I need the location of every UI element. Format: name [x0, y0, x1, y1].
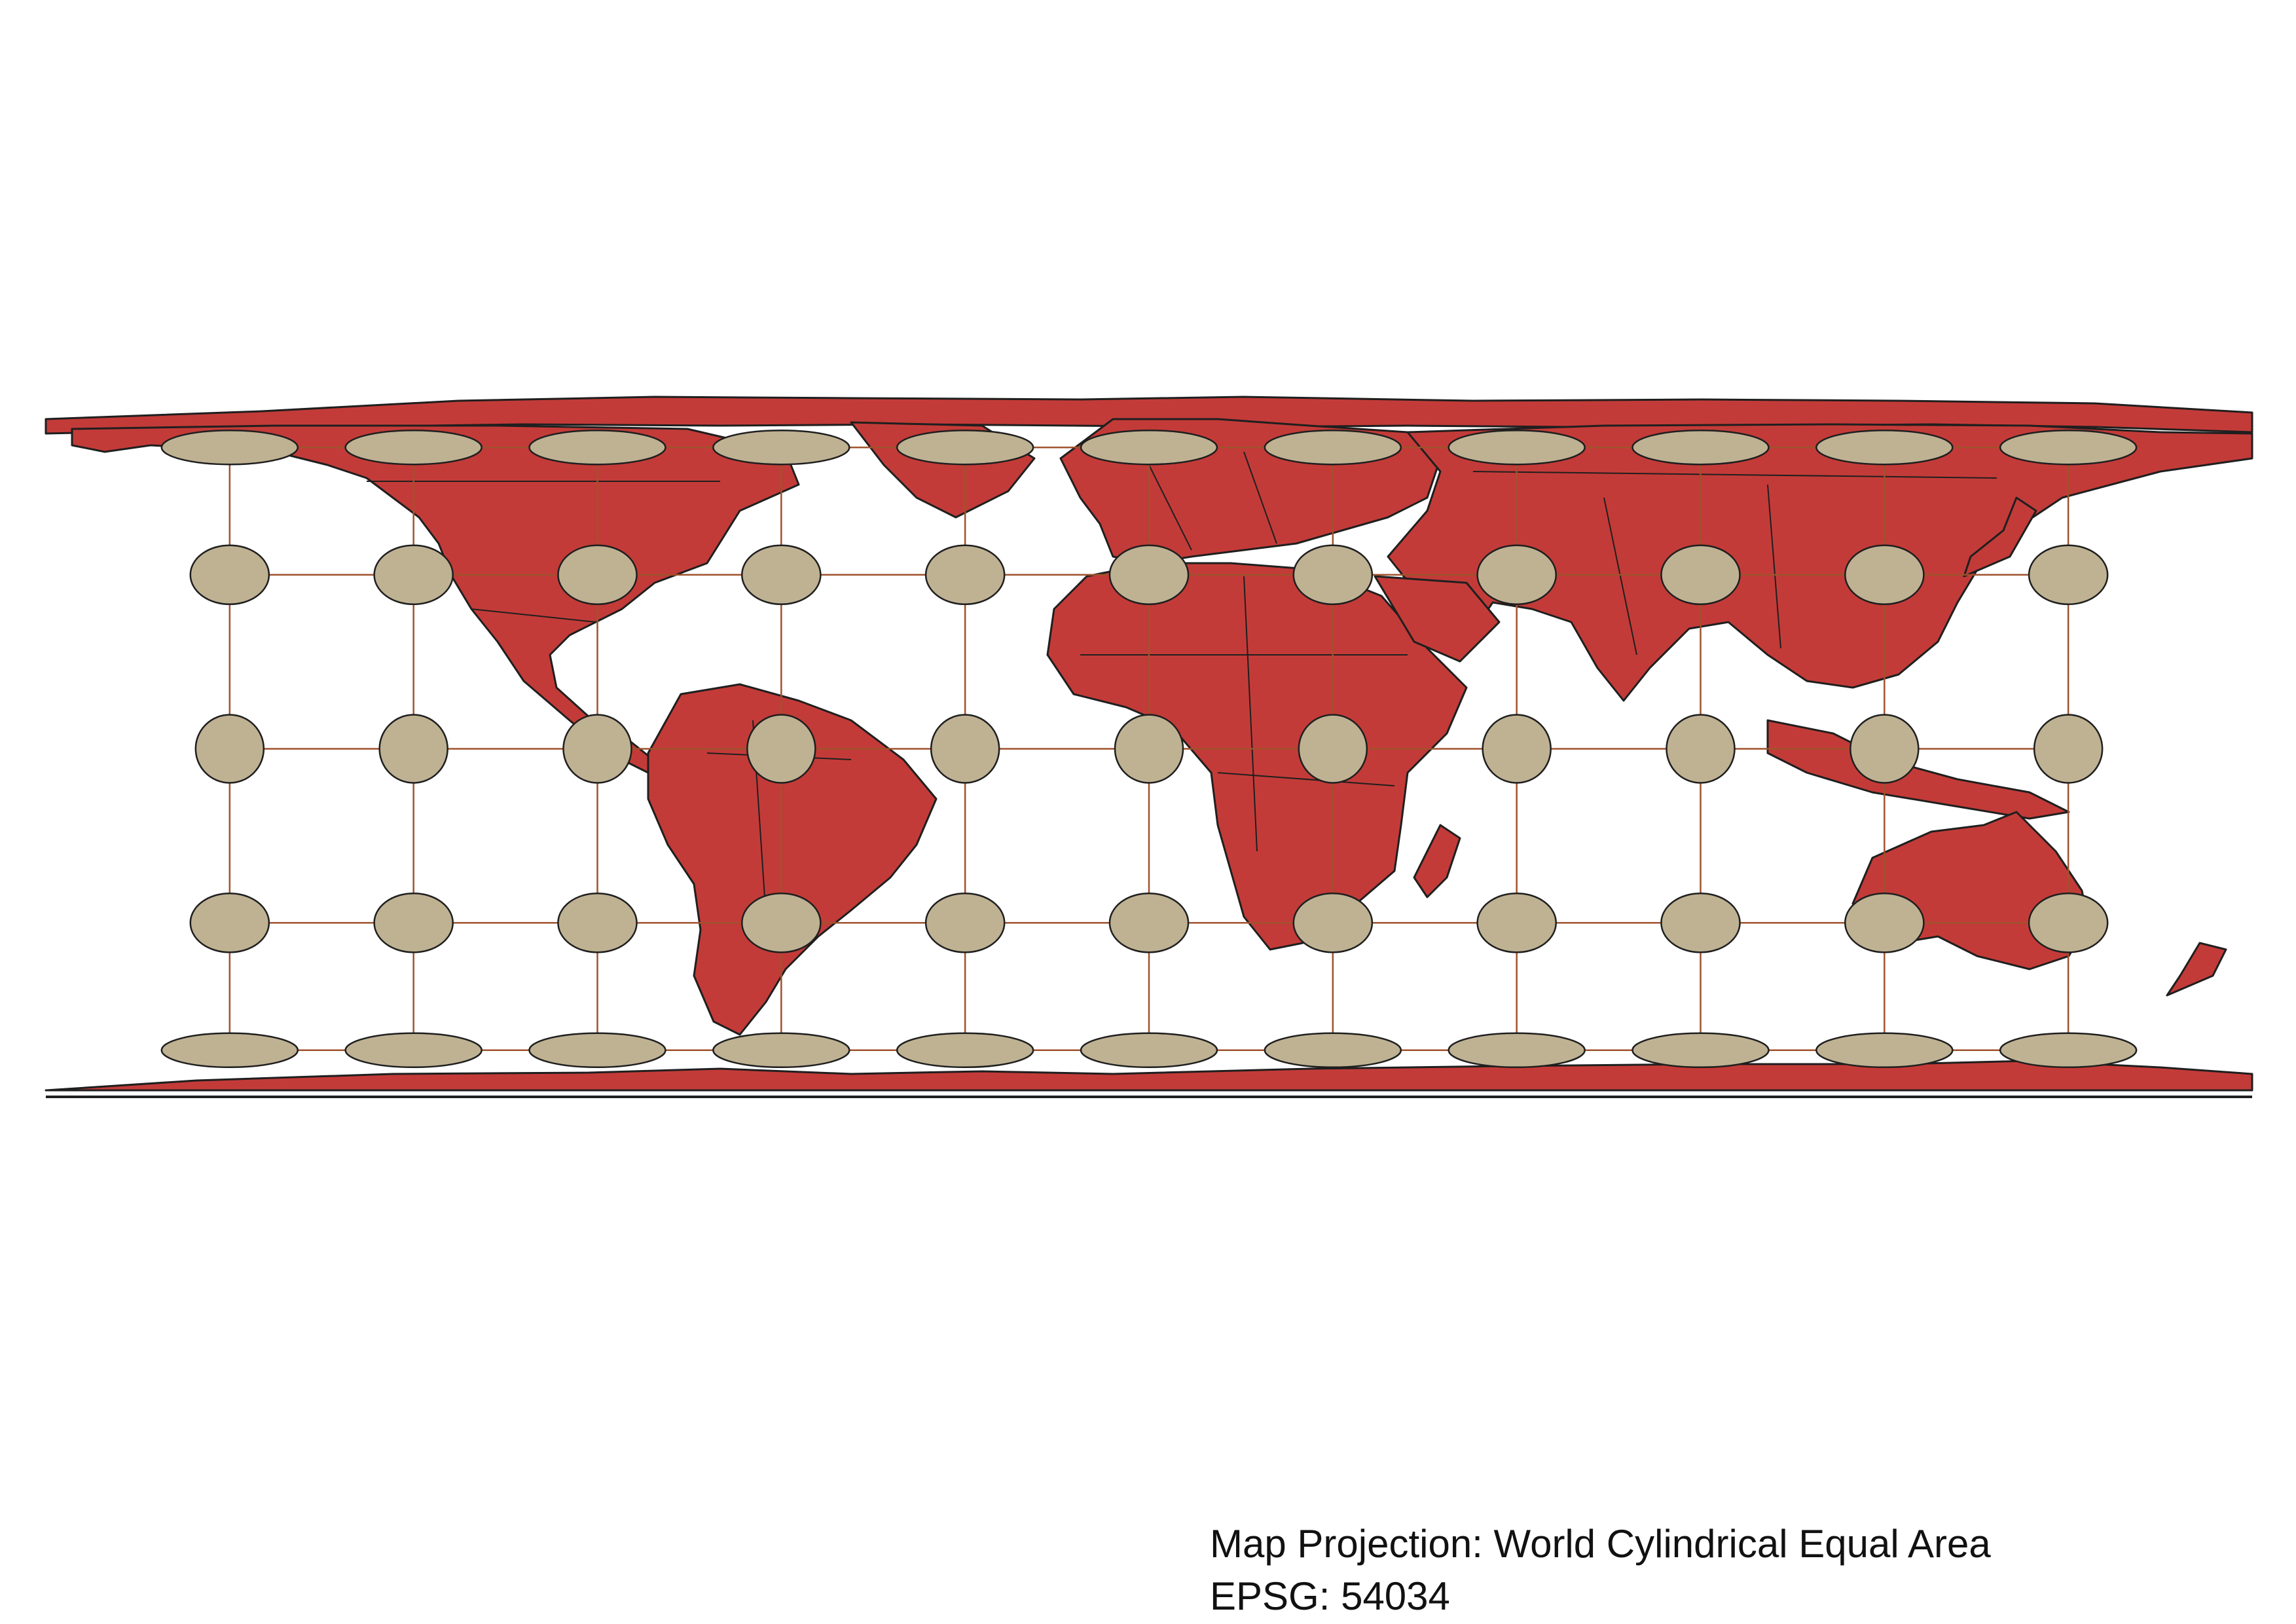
- tissot-indicatrix-ellipse: [1999, 1032, 2138, 1069]
- tissot-indicatrix-ellipse: [528, 1032, 666, 1069]
- tissot-indicatrix-ellipse: [378, 714, 448, 784]
- tissot-indicatrix-ellipse: [1108, 544, 1190, 606]
- tissot-indicatrix-ellipse: [1660, 892, 1741, 953]
- tissot-indicatrix-ellipse: [1448, 1032, 1586, 1069]
- tissot-indicatrix-ellipse: [741, 544, 822, 606]
- tissot-indicatrix-ellipse: [557, 892, 638, 953]
- border-asia-2: [1603, 497, 1637, 655]
- border-asia-1: [1472, 471, 1997, 479]
- land-madagascar: [1413, 824, 1461, 898]
- tissot-indicatrix-ellipse: [1631, 429, 1770, 466]
- tissot-indicatrix-ellipse: [1844, 892, 1925, 953]
- border-usa-mexico: [471, 608, 596, 623]
- tissot-indicatrix-ellipse: [557, 544, 638, 606]
- tissot-indicatrix-ellipse: [1448, 429, 1586, 466]
- border-africa-2: [1243, 576, 1258, 852]
- tissot-indicatrix-ellipse: [1298, 714, 1368, 784]
- land-south-america: [647, 683, 938, 1036]
- border-europe-2: [1243, 451, 1277, 544]
- tissot-indicatrix-ellipse: [1844, 544, 1925, 606]
- tissot-indicatrix-ellipse: [1114, 714, 1184, 784]
- border-europe-1: [1145, 458, 1192, 551]
- tissot-indicatrix-ellipse: [930, 714, 1000, 784]
- tissot-indicatrix-ellipse: [1264, 1032, 1402, 1069]
- tissot-indicatrix-ellipse: [1476, 544, 1557, 606]
- tissot-indicatrix-ellipse: [1264, 429, 1402, 466]
- tissot-indicatrix-ellipse: [1080, 1032, 1218, 1069]
- land-new-zealand: [2166, 942, 2227, 997]
- tissot-indicatrix-layer: [160, 429, 2138, 1069]
- tissot-indicatrix-ellipse: [1476, 892, 1557, 953]
- tissot-indicatrix-ellipse: [562, 714, 632, 784]
- tissot-indicatrix-ellipse: [1292, 892, 1374, 953]
- tissot-indicatrix-ellipse: [528, 429, 666, 466]
- tissot-indicatrix-ellipse: [896, 429, 1034, 466]
- tissot-indicatrix-ellipse: [1108, 892, 1190, 953]
- tissot-indicatrix-ellipse: [2033, 714, 2104, 784]
- tissot-indicatrix-ellipse: [160, 429, 299, 466]
- tissot-indicatrix-ellipse: [189, 892, 270, 953]
- land-layer: [45, 396, 2253, 1092]
- tissot-indicatrix-ellipse: [373, 544, 454, 606]
- tissot-indicatrix-ellipse: [1080, 429, 1218, 466]
- tissot-indicatrix-ellipse: [712, 1032, 850, 1069]
- tissot-indicatrix-ellipse: [344, 429, 483, 466]
- projection-caption: Map Projection: World Cylindrical Equal …: [1210, 1522, 1991, 1566]
- map-caption: Map Projection: World Cylindrical Equal …: [1210, 1518, 1991, 1623]
- tissot-indicatrix-ellipse: [924, 892, 1006, 953]
- tissot-indicatrix-ellipse: [1999, 429, 2138, 466]
- tissot-indicatrix-ellipse: [1815, 429, 1954, 466]
- tissot-indicatrix-ellipse: [1815, 1032, 1954, 1069]
- tissot-indicatrix-ellipse: [194, 714, 265, 784]
- border-africa-3: [1217, 772, 1395, 786]
- tissot-indicatrix-ellipse: [2028, 544, 2109, 606]
- tissot-indicatrix-ellipse: [1666, 714, 1736, 784]
- tissot-indicatrix-ellipse: [746, 714, 816, 784]
- tissot-indicatrix-ellipse: [1631, 1032, 1770, 1069]
- land-japan: [1963, 496, 2037, 578]
- tissot-indicatrix-ellipse: [373, 892, 454, 953]
- tissot-indicatrix-ellipse: [924, 544, 1006, 606]
- tissot-indicatrix-ellipse: [344, 1032, 483, 1069]
- tissot-indicatrix-ellipse: [2028, 892, 2109, 953]
- tissot-indicatrix-ellipse: [189, 544, 270, 606]
- tissot-indicatrix-ellipse: [712, 429, 850, 466]
- tissot-indicatrix-ellipse: [1850, 714, 1920, 784]
- border-asia-3: [1767, 484, 1781, 649]
- tissot-indicatrix-ellipse: [160, 1032, 299, 1069]
- epsg-caption: EPSG: 54034: [1210, 1574, 1450, 1618]
- tissot-indicatrix-ellipse: [741, 892, 822, 953]
- tissot-indicatrix-ellipse: [896, 1032, 1034, 1069]
- tissot-indicatrix-ellipse: [1660, 544, 1741, 606]
- tissot-indicatrix-ellipse: [1482, 714, 1552, 784]
- land-arabia: [1374, 575, 1501, 663]
- land-antarctica: [45, 1060, 2253, 1092]
- country-borders: [367, 451, 1997, 917]
- tissot-indicatrix-ellipse: [1292, 544, 1374, 606]
